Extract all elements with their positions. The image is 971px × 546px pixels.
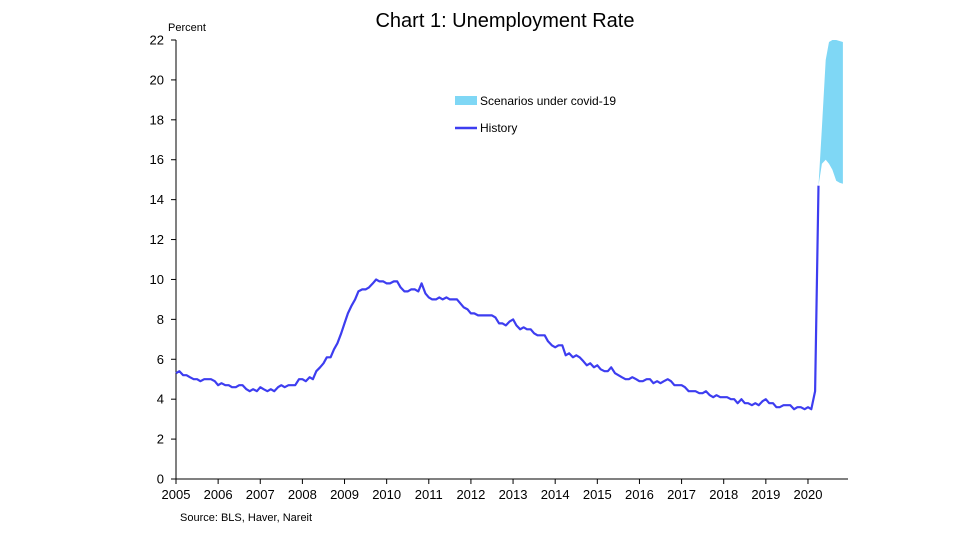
chart-title: Chart 1: Unemployment Rate <box>375 10 634 32</box>
x-tick-label: 2006 <box>204 487 233 502</box>
y-axis: 0 2 4 6 8 10 12 14 16 18 20 22 <box>150 33 177 487</box>
y-tick-label: 12 <box>150 232 164 247</box>
y-tick-label: 0 <box>157 472 164 487</box>
x-tick-label: 2011 <box>415 487 443 502</box>
x-tick-label: 2016 <box>625 487 654 502</box>
x-tick-label: 2018 <box>709 487 738 502</box>
x-tick-label: 2017 <box>667 487 696 502</box>
y-tick-label: 20 <box>150 72 164 87</box>
y-tick-label: 22 <box>150 33 164 48</box>
x-tick-label: 2015 <box>583 487 612 502</box>
y-tick-label: 2 <box>157 432 164 447</box>
legend: Scenarios under covid-19 History <box>455 94 616 135</box>
x-tick-label: 2020 <box>794 487 823 502</box>
x-tick-label: 2019 <box>751 487 780 502</box>
x-tick-label: 2009 <box>330 487 359 502</box>
y-tick-label: 6 <box>157 352 164 367</box>
y-tick-label: 4 <box>157 392 164 407</box>
y-axis-unit-label: Percent <box>168 22 206 34</box>
y-tick-label: 8 <box>157 312 164 327</box>
legend-swatch-scenarios <box>455 96 477 105</box>
legend-label-scenarios: Scenarios under covid-19 <box>480 94 616 108</box>
x-tick-label: 2012 <box>456 487 485 502</box>
x-tick-label: 2010 <box>372 487 401 502</box>
x-tick-label: 2007 <box>246 487 275 502</box>
scenario-area <box>818 40 843 186</box>
x-tick-label: 2014 <box>541 487 570 502</box>
x-tick-label: 2008 <box>288 487 317 502</box>
x-axis: 2005 2006 2007 2008 2009 2010 2011 2012 2013 2014… <box>162 478 848 502</box>
x-tick-label: 2013 <box>499 487 528 502</box>
legend-label-history: History <box>480 121 517 135</box>
x-tick-label: 2005 <box>162 487 191 502</box>
y-tick-label: 10 <box>150 272 164 287</box>
scenario-area-layer <box>818 40 843 186</box>
y-tick-label: 16 <box>150 152 164 167</box>
y-tick-label: 18 <box>150 112 164 127</box>
history-line <box>175 185 820 411</box>
y-tick-label: 14 <box>150 192 164 207</box>
source-note: Source: BLS, Haver, Nareit <box>180 512 312 524</box>
history-line-layer <box>175 185 820 411</box>
